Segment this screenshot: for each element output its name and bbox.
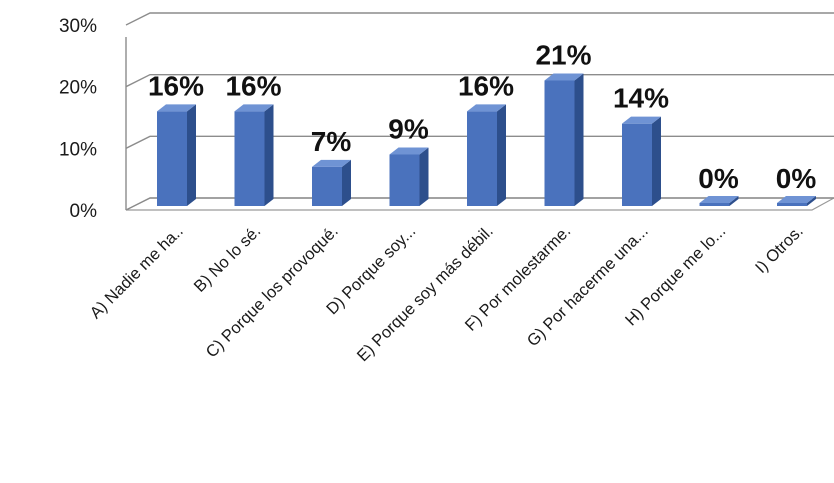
bar-side xyxy=(187,104,196,206)
bar-side xyxy=(497,104,506,206)
data-label: 0% xyxy=(698,163,739,194)
data-labels: 16% 16% 7% 9% 16% 21% 14% 0% 0% xyxy=(148,40,816,195)
bar-side xyxy=(419,147,429,206)
bar-top xyxy=(467,104,506,112)
bar-side xyxy=(342,159,351,206)
bar-side xyxy=(652,116,661,206)
gridlines xyxy=(125,12,834,211)
bar-front xyxy=(777,203,807,206)
data-label: 16% xyxy=(225,70,281,101)
data-label: 16% xyxy=(148,70,204,101)
bars xyxy=(157,73,816,206)
y-tick-label: 30% xyxy=(59,16,97,37)
bar-front xyxy=(467,111,497,206)
bar xyxy=(157,104,196,206)
bar-top xyxy=(389,147,429,155)
bar-front xyxy=(699,203,730,206)
bar-top xyxy=(157,104,196,112)
bar-top xyxy=(622,116,661,124)
bar-top xyxy=(234,104,274,112)
bar xyxy=(544,73,584,206)
gridline xyxy=(125,197,834,211)
data-label: 9% xyxy=(388,114,429,145)
category-label: E) Porque soy más débil. xyxy=(354,222,497,365)
data-label: 16% xyxy=(458,70,514,101)
bar-front xyxy=(157,111,187,206)
y-tick-label: 0% xyxy=(70,201,98,222)
y-axis-tick-labels: 0% 10% 20% 30% xyxy=(59,16,97,222)
bar-top xyxy=(312,159,351,167)
bar-side xyxy=(729,196,739,206)
bar xyxy=(622,116,661,206)
gridline xyxy=(125,12,834,26)
category-label: B) No lo sé. xyxy=(191,222,265,296)
data-label: 21% xyxy=(535,40,591,71)
data-label: 7% xyxy=(311,126,352,157)
bar-front xyxy=(622,123,652,206)
bar-side xyxy=(574,73,584,206)
y-tick-label: 10% xyxy=(59,139,97,160)
bar-front xyxy=(544,80,575,206)
bar xyxy=(777,196,816,206)
bar-front xyxy=(389,154,420,206)
x-axis-category-labels: A) Nadie me ha.. B) No lo sé.C) Porque lo… xyxy=(87,222,807,365)
bar-top xyxy=(777,196,816,203)
y-tick-label: 20% xyxy=(59,78,97,99)
gridline xyxy=(125,135,834,149)
bar-top xyxy=(544,73,584,81)
bar-front xyxy=(312,166,342,206)
bar-top xyxy=(699,196,739,203)
bar xyxy=(234,104,274,206)
category-label: I) Otros. xyxy=(752,222,807,277)
bar xyxy=(467,104,506,206)
bar-side xyxy=(264,104,274,206)
category-label: A) Nadie me ha.. xyxy=(87,222,187,322)
bar xyxy=(312,159,351,206)
data-label: 0% xyxy=(776,163,817,194)
gridline xyxy=(125,73,834,88)
bar xyxy=(699,196,739,206)
bar-front xyxy=(234,111,265,206)
bar-side xyxy=(807,196,816,206)
data-label: 14% xyxy=(613,83,669,114)
category-label: C) Porque los provoqué. xyxy=(203,222,342,361)
bar xyxy=(389,147,429,206)
